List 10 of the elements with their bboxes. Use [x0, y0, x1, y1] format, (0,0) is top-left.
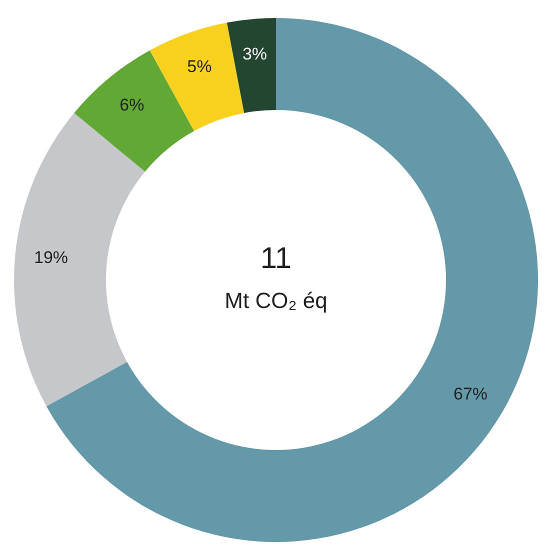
data-label: 5% [187, 56, 212, 76]
data-label: 6% [120, 95, 144, 114]
data-label: 67% [454, 384, 488, 404]
donut-slice [150, 22, 244, 132]
donut-slice [14, 112, 146, 406]
data-label: 3% [242, 44, 268, 64]
text: Mt CO₂ éq [224, 288, 328, 313]
data-label: 19% [34, 248, 68, 268]
text: 11 [260, 242, 292, 275]
donut-slice [226, 18, 276, 114]
